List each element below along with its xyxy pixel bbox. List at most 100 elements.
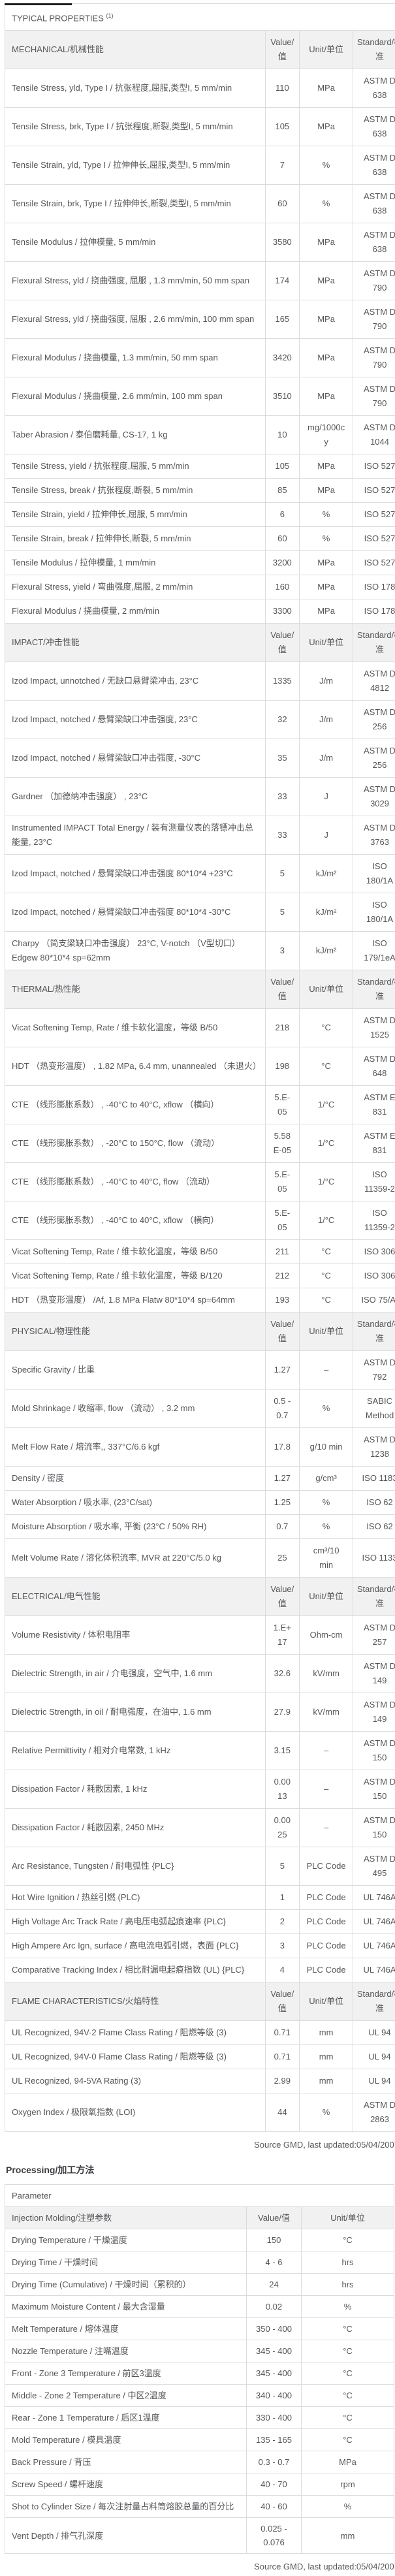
standard-cell: UL 746A	[353, 1886, 395, 1910]
section-name: THERMAL/热性能	[5, 970, 266, 1009]
table-row: Tensile Stress, yld, Type I / 抗张程度,屈服,类型…	[5, 69, 395, 108]
value-cell: 4	[265, 1958, 300, 1982]
value-cell: 105	[265, 454, 300, 479]
property-cell: Arc Resistance, Tungsten / 耐电弧性 {PLC}	[5, 1847, 266, 1886]
unit-cell: PLC Code	[300, 1847, 353, 1886]
property-cell: Izod Impact, notched / 悬臂梁缺口冲击强度 80*10*4…	[5, 855, 266, 893]
standard-column-header: Standard/标准	[353, 31, 395, 69]
value-cell: 3300	[265, 599, 300, 624]
source-note: Source GMD, last updated:05/04/2007	[0, 2132, 395, 2154]
standard-cell: ASTM E 831	[353, 1124, 395, 1163]
standard-cell: ISO 527	[353, 454, 395, 479]
value-cell: 40 - 60	[247, 2496, 302, 2518]
property-cell: Back Pressure / 背压	[5, 2451, 247, 2473]
unit-cell: %	[302, 2296, 394, 2318]
unit-cell: mg/1000cy	[300, 416, 353, 454]
standard-cell: ISO 180/1A	[353, 855, 395, 893]
value-cell: 3580	[265, 223, 300, 262]
value-cell: 212	[265, 1264, 300, 1288]
value-cell: 3	[265, 932, 300, 970]
value-column-header: Value/值	[265, 1578, 300, 1616]
unit-cell: °C	[302, 2385, 394, 2407]
standard-cell: ISO 62	[353, 1515, 395, 1539]
table-row: CTE （线形膨胀系数） , -20°C to 150°C, flow （流动）…	[5, 1124, 395, 1163]
value-cell: 0.0025	[265, 1809, 300, 1847]
property-cell: Front - Zone 3 Temperature / 前区3温度	[5, 2362, 247, 2385]
standard-cell: ASTM D 4812	[353, 662, 395, 701]
property-cell: UL Recognized, 94V-2 Flame Class Rating …	[5, 2021, 266, 2045]
standard-cell: ASTM D 638	[353, 108, 395, 146]
value-cell: 33	[265, 816, 300, 855]
property-cell: Nozzle Temperature / 注嘴温度	[5, 2340, 247, 2362]
table-row: High Ampere Arc Ign, surface / 高电流电弧引燃，表…	[5, 1934, 395, 1958]
standard-cell: ASTM D 638	[353, 185, 395, 223]
unit-column-header: Unit/单位	[300, 624, 353, 662]
value-cell: 0.025 - 0.076	[247, 2518, 302, 2554]
standard-cell: ISO 11359-2	[353, 1163, 395, 1201]
value-column-header: Value/值	[265, 31, 300, 69]
standard-cell: ISO 527	[353, 527, 395, 551]
unit-cell: –	[300, 1351, 353, 1390]
unit-cell: %	[300, 185, 353, 223]
standard-cell: ASTM D 3029	[353, 778, 395, 816]
unit-cell: PLC Code	[300, 1886, 353, 1910]
standard-cell: UL 94	[353, 2069, 395, 2093]
unit-cell: %	[300, 503, 353, 527]
standard-cell: ASTM D 638	[353, 223, 395, 262]
property-cell: Shot to Cylinder Size / 每次注射量占料筒熔胶总量的百分比	[5, 2496, 247, 2518]
unit-cell: °C	[302, 2318, 394, 2340]
unit-cell: MPa	[300, 69, 353, 108]
unit-cell: Ohm-cm	[300, 1616, 353, 1655]
standard-column-header: Standard/标准	[353, 970, 395, 1009]
unit-cell: hrs	[302, 2251, 394, 2274]
value-cell: 0.0013	[265, 1770, 300, 1809]
parameter-header-row: Parameter	[5, 2185, 394, 2207]
unit-cell: %	[300, 1390, 353, 1428]
unit-cell: PLC Code	[300, 1958, 353, 1982]
property-cell: Dissipation Factor / 耗散因素, 2450 MHz	[5, 1809, 266, 1847]
value-cell: 211	[265, 1240, 300, 1264]
unit-column-header: Unit/单位	[300, 1312, 353, 1351]
value-cell: 0.71	[265, 2045, 300, 2069]
unit-cell: 1/°C	[300, 1124, 353, 1163]
standard-cell: ISO 527	[353, 551, 395, 575]
value-cell: 2	[265, 1910, 300, 1934]
standard-cell: ASTM D 150	[353, 1809, 395, 1847]
table-row: Melt Volume Rate / 溶化体积流率, MVR at 220°C/…	[5, 1539, 395, 1578]
value-cell: 5	[265, 893, 300, 932]
standard-cell: ASTM D 495	[353, 1847, 395, 1886]
value-cell: 32.6	[265, 1655, 300, 1693]
unit-cell: °C	[300, 1288, 353, 1312]
unit-cell: MPa	[300, 339, 353, 377]
standard-cell: ASTM D 1525	[353, 1009, 395, 1047]
property-cell: Tensile Strain, brk, Type I / 拉伸伸长,断裂,类型…	[5, 185, 266, 223]
property-cell: Flexural Stress, yld / 挠曲强度, 屈服 , 1.3 mm…	[5, 262, 266, 300]
value-cell: 1.27	[265, 1467, 300, 1491]
standard-cell: ASTM D 149	[353, 1655, 395, 1693]
unit-cell: °C	[300, 1264, 353, 1288]
standard-cell: ASTM D 1044	[353, 416, 395, 454]
table-row: HDT （热变形温度） , 1.82 MPa, 6.4 mm, unanneal…	[5, 1047, 395, 1086]
value-cell: 5.E-05	[265, 1163, 300, 1201]
property-cell: Vicat Softening Temp, Rate / 维卡软化温度，等级 B…	[5, 1240, 266, 1264]
table-row: Charpy （简支梁缺口冲击强度） 23°C, V-notch （V型切口） …	[5, 932, 395, 970]
property-cell: Tensile Strain, break / 拉伸伸长,断裂, 5 mm/mi…	[5, 527, 266, 551]
unit-cell: %	[302, 2496, 394, 2518]
value-cell: 3200	[265, 551, 300, 575]
table-title: TYPICAL PROPERTIES (1)	[5, 4, 395, 31]
section-name: MECHANICAL/机械性能	[5, 31, 266, 69]
table-row: Izod Impact, notched / 悬臂梁缺口冲击强度 80*10*4…	[5, 893, 395, 932]
standard-cell: ASTM D 256	[353, 701, 395, 739]
